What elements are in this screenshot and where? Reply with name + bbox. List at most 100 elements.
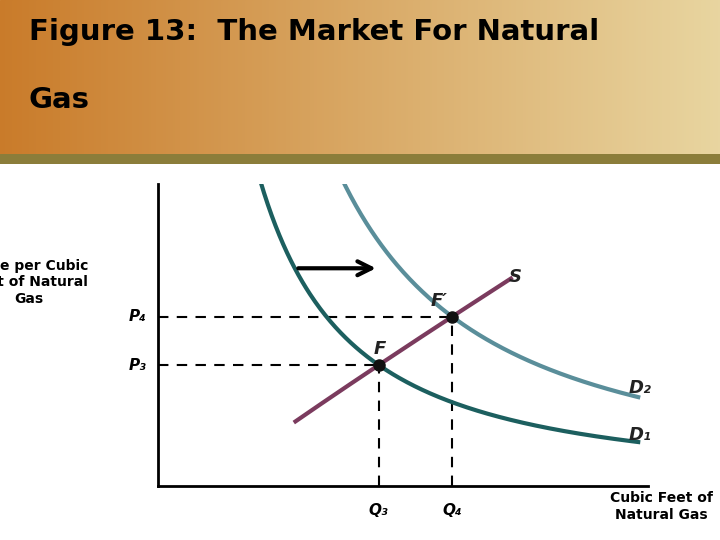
Text: P₃: P₃ (128, 357, 146, 373)
Bar (288, 0, 291, 154)
Bar (360, 0, 363, 154)
Bar (14, 0, 17, 154)
Bar (475, 0, 478, 154)
Bar (430, 0, 433, 154)
Bar (547, 0, 550, 154)
Bar (271, 0, 274, 154)
Text: S: S (508, 268, 521, 286)
Bar (117, 0, 121, 154)
Bar (545, 0, 548, 154)
Bar (101, 0, 104, 154)
Bar (463, 0, 467, 154)
Bar (194, 0, 197, 154)
Bar (526, 0, 528, 154)
Bar (58, 0, 60, 154)
Bar (338, 0, 341, 154)
Bar (559, 0, 562, 154)
Bar (598, 0, 600, 154)
Bar (168, 0, 171, 154)
Bar (518, 0, 521, 154)
Bar (588, 0, 591, 154)
Bar (557, 0, 560, 154)
Bar (182, 0, 186, 154)
Bar (307, 0, 310, 154)
Bar (216, 0, 219, 154)
Bar (125, 0, 128, 154)
Bar (468, 0, 471, 154)
Bar (257, 0, 260, 154)
Bar (670, 0, 672, 154)
Bar (523, 0, 526, 154)
Bar (477, 0, 481, 154)
Bar (199, 0, 202, 154)
Bar (394, 0, 397, 154)
Bar (259, 0, 262, 154)
Bar (509, 0, 512, 154)
Bar (619, 0, 622, 154)
Bar (233, 0, 236, 154)
Bar (341, 0, 344, 154)
Bar (329, 0, 332, 154)
Bar (225, 0, 229, 154)
Bar (574, 0, 577, 154)
Bar (139, 0, 143, 154)
Bar (207, 0, 210, 154)
Text: Cubic Feet of
Natural Gas: Cubic Feet of Natural Gas (610, 491, 713, 522)
Bar (367, 0, 370, 154)
Bar (698, 0, 701, 154)
Bar (214, 0, 217, 154)
Bar (221, 0, 224, 154)
Bar (470, 0, 474, 154)
Bar (552, 0, 555, 154)
Bar (626, 0, 629, 154)
Bar (0, 0, 3, 154)
Bar (485, 0, 488, 154)
Bar (202, 0, 204, 154)
Bar (264, 0, 267, 154)
Bar (718, 0, 720, 154)
Bar (322, 0, 325, 154)
Bar (12, 0, 15, 154)
Bar (295, 0, 298, 154)
Bar (636, 0, 639, 154)
Bar (549, 0, 553, 154)
Bar (437, 0, 440, 154)
Bar (19, 0, 22, 154)
Bar (238, 0, 240, 154)
Bar (398, 0, 402, 154)
Bar (173, 0, 176, 154)
Text: D₂: D₂ (629, 379, 652, 397)
Bar (209, 0, 212, 154)
Bar (420, 0, 423, 154)
Bar (218, 0, 222, 154)
Bar (605, 0, 608, 154)
Bar (77, 0, 80, 154)
Bar (427, 0, 431, 154)
Bar (473, 0, 476, 154)
Bar (396, 0, 399, 154)
Bar (254, 0, 258, 154)
Bar (70, 0, 73, 154)
Text: D₁: D₁ (629, 426, 652, 444)
Bar (418, 0, 420, 154)
Bar (250, 0, 253, 154)
Bar (22, 0, 24, 154)
Bar (641, 0, 644, 154)
Bar (120, 0, 123, 154)
Bar (578, 0, 582, 154)
Bar (703, 0, 706, 154)
Bar (610, 0, 613, 154)
Bar (91, 0, 94, 154)
Bar (535, 0, 539, 154)
Bar (495, 0, 498, 154)
Bar (600, 0, 603, 154)
Bar (499, 0, 503, 154)
Bar (266, 0, 269, 154)
Bar (67, 0, 71, 154)
Bar (391, 0, 395, 154)
Bar (38, 0, 42, 154)
Bar (506, 0, 510, 154)
Bar (161, 0, 164, 154)
Bar (72, 0, 75, 154)
Bar (146, 0, 150, 154)
